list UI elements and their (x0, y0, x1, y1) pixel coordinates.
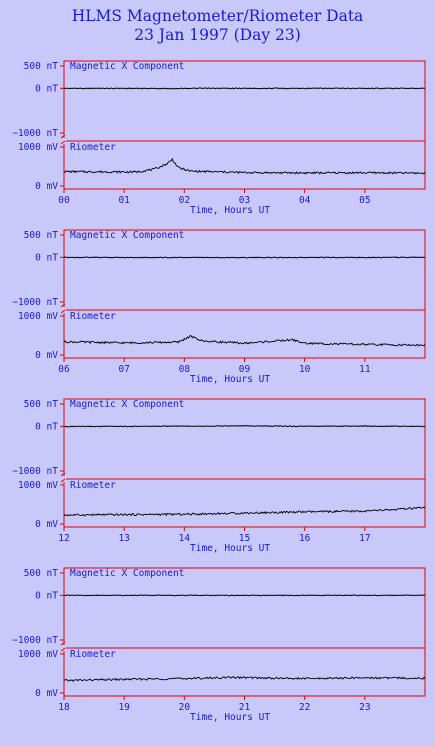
x-tick-label: 07 (118, 364, 129, 375)
axis-break-mark (60, 472, 66, 483)
magnetometer-tick-label: 500 nT (24, 61, 59, 72)
magnetometer-frame (63, 398, 426, 480)
riometer-tick-label: 1000 mV (18, 142, 58, 153)
riometer-trace (64, 157, 426, 175)
x-axis-label: Time, Hours UT (190, 712, 270, 723)
x-tick-label: 23 (359, 702, 370, 713)
x-tick-label: 03 (239, 195, 250, 206)
x-tick-label: 17 (359, 533, 370, 544)
riometer-trace (63, 675, 426, 682)
axis-break-gap (62, 138, 66, 144)
magnetometer-label: Magnetic X Component (70, 399, 184, 410)
x-tick-label: 00 (58, 195, 70, 206)
x-tick-label: 20 (179, 702, 191, 713)
magnetometer-label: Magnetic X Component (70, 568, 184, 579)
riometer-trace (63, 334, 426, 347)
x-tick-label: 06 (58, 364, 70, 375)
magnetometer-tick-label: 500 nT (24, 399, 59, 410)
x-axis-label: Time, Hours UT (190, 543, 270, 554)
riometer-label: Riometer (70, 142, 116, 153)
x-tick-label: 02 (179, 195, 190, 206)
riometer-tick-label: 1000 mV (18, 480, 58, 491)
magnetometer-trace (63, 87, 425, 90)
riometer-trace (63, 506, 426, 517)
x-tick-label: 05 (359, 195, 370, 206)
chart-subtitle: 23 Jan 1997 (Day 23) (134, 26, 301, 44)
axis-break-mark (60, 641, 66, 652)
x-tick-label: 15 (239, 533, 250, 544)
magnetometer-label: Magnetic X Component (70, 61, 184, 72)
x-tick-label: 14 (179, 533, 191, 544)
riometer-label: Riometer (70, 649, 116, 660)
x-tick-label: 08 (179, 364, 191, 375)
axis-break-gap (62, 645, 66, 651)
magnetometer-tick-label: 0 nT (35, 252, 58, 263)
magnetometer-tick-label: 0 nT (35, 590, 58, 601)
x-tick-label: 04 (299, 195, 311, 206)
axis-break-mark (60, 134, 66, 145)
x-axis-label: Time, Hours UT (190, 205, 270, 216)
axis-break-mark (60, 303, 66, 314)
riometer-label: Riometer (70, 311, 116, 322)
riometer-frame (63, 478, 426, 528)
magnetometer-frame (63, 229, 426, 311)
magnetometer-tick-label: 0 nT (35, 83, 58, 94)
x-tick-label: 18 (58, 702, 70, 713)
x-tick-label: 10 (299, 364, 311, 375)
x-tick-label: 21 (239, 702, 251, 713)
magnetometer-frame (63, 567, 426, 649)
magnetometer-trace (63, 594, 426, 597)
magnetometer-trace (64, 256, 426, 259)
x-axis-label: Time, Hours UT (190, 374, 270, 385)
magnetometer-tick-label: 0 nT (35, 421, 58, 432)
magnetometer-tick-label: −1000 nT (12, 128, 58, 139)
x-tick-label: 19 (118, 702, 130, 713)
x-tick-label: 13 (118, 533, 129, 544)
riometer-tick-label: 1000 mV (18, 311, 58, 322)
magnetometer-tick-label: 500 nT (24, 230, 59, 241)
magnetometer-trace (63, 424, 426, 428)
riometer-tick-label: 0 mV (35, 519, 58, 530)
magnetometer-tick-label: 500 nT (24, 568, 59, 579)
x-tick-label: 22 (299, 702, 310, 713)
riometer-tick-label: 1000 mV (18, 649, 58, 660)
magnetometer-frame (63, 60, 426, 142)
axis-break-gap (62, 476, 66, 482)
magnetometer-label: Magnetic X Component (70, 230, 184, 241)
x-tick-label: 16 (299, 533, 311, 544)
riometer-tick-label: 0 mV (35, 350, 58, 361)
x-tick-label: 11 (359, 364, 371, 375)
riometer-tick-label: 0 mV (35, 181, 58, 192)
riometer-frame (63, 140, 426, 190)
x-tick-label: 09 (239, 364, 251, 375)
x-tick-label: 12 (58, 533, 69, 544)
riometer-frame (63, 647, 426, 697)
magnetometer-tick-label: −1000 nT (12, 466, 58, 477)
magnetometer-tick-label: −1000 nT (12, 635, 58, 646)
riometer-tick-label: 0 mV (35, 688, 58, 699)
magnetometer-tick-label: −1000 nT (12, 297, 58, 308)
riometer-label: Riometer (70, 480, 116, 491)
axis-break-gap (62, 307, 66, 313)
x-tick-label: 01 (118, 195, 130, 206)
riometer-frame (63, 309, 426, 359)
chart-title: HLMS Magnetometer/Riometer Data (71, 7, 364, 25)
